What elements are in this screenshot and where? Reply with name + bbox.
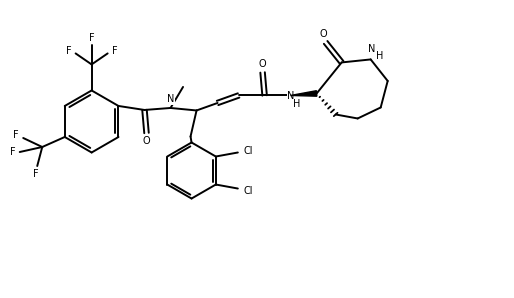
- Text: Cl: Cl: [243, 146, 252, 156]
- Text: F: F: [13, 130, 19, 140]
- Text: N: N: [167, 94, 174, 105]
- Text: Cl: Cl: [243, 186, 252, 195]
- Text: F: F: [10, 147, 15, 157]
- Text: H: H: [293, 100, 301, 109]
- Text: F: F: [33, 169, 39, 179]
- Text: H: H: [376, 52, 383, 61]
- Text: F: F: [89, 33, 95, 44]
- Text: N: N: [287, 91, 295, 101]
- Text: O: O: [143, 136, 150, 147]
- Text: N: N: [368, 44, 375, 55]
- Text: O: O: [259, 59, 266, 69]
- Polygon shape: [290, 91, 317, 96]
- Text: F: F: [112, 46, 118, 56]
- Text: O: O: [320, 29, 327, 39]
- Text: F: F: [66, 46, 71, 56]
